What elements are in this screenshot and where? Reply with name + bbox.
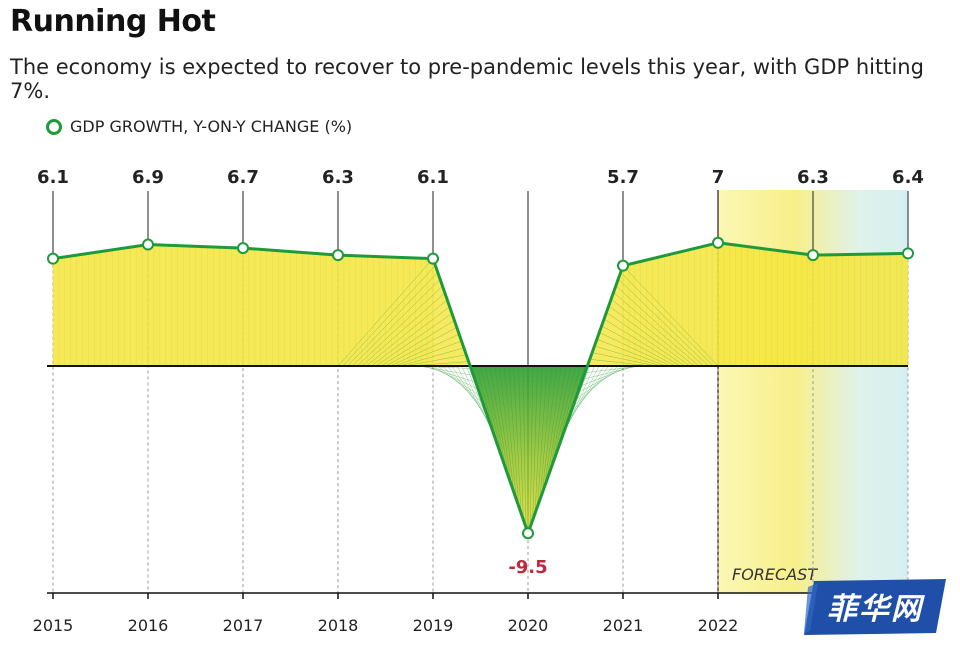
hatch-line (601, 325, 676, 367)
data-label: 6.3 (797, 167, 829, 188)
hatch-line (546, 365, 567, 480)
hatch-line (380, 320, 455, 367)
hatch-line (356, 285, 443, 367)
hatch-line (530, 365, 533, 527)
legend-label: GDP GROWTH, Y-ON-Y CHANGE (%) (70, 117, 353, 136)
hatch-line (582, 365, 638, 380)
data-label: 6.4 (892, 167, 924, 188)
hatch-line (537, 365, 548, 507)
x-tick-label: 2018 (318, 616, 359, 635)
data-point (47, 252, 59, 265)
hatch-line (615, 285, 704, 367)
hatch-line (375, 313, 453, 367)
data-point (522, 527, 534, 540)
forecast-label: FORECAST (732, 565, 818, 584)
hatch-line (518, 365, 524, 520)
x-tick-label: 2017 (223, 616, 264, 635)
data-label: 6.7 (227, 167, 259, 188)
x-tick-label: 2020 (508, 616, 549, 635)
hatch-line (589, 359, 652, 367)
hatch-line (423, 365, 476, 383)
hatch-line (544, 365, 562, 487)
data-point (902, 247, 914, 260)
hatch-line (485, 365, 507, 472)
x-tick-label: 2022 (698, 616, 739, 635)
data-label: 5.7 (607, 167, 639, 188)
data-point (617, 259, 629, 272)
hatch-line (596, 339, 666, 367)
data-point (332, 249, 344, 262)
hatch-line (534, 365, 543, 514)
hatch-line (613, 292, 700, 367)
data-label: 6.1 (417, 167, 449, 188)
hatch-line (565, 365, 605, 427)
hatch-line (394, 340, 462, 367)
hatch-line (489, 365, 510, 479)
data-point (712, 236, 724, 249)
data-label: 7 (712, 167, 725, 188)
hatch-line (584, 365, 643, 373)
hatch-line (504, 365, 517, 499)
data-label: 6.9 (132, 167, 164, 188)
hatch-line (347, 272, 438, 367)
hatch-line (542, 365, 557, 494)
data-point (237, 242, 249, 255)
data-point (142, 238, 154, 251)
hatch-line (523, 365, 526, 527)
data-label: -9.5 (508, 557, 547, 578)
hatch-line (494, 365, 512, 486)
hatch-line (608, 305, 690, 367)
data-label: 6.3 (322, 167, 354, 188)
hatch-line (366, 299, 448, 367)
series-line (52, 241, 909, 535)
chart-subtitle: The economy is expected to recover to pr… (10, 55, 924, 103)
hatch-line (499, 365, 514, 493)
hatch-line (371, 306, 450, 367)
hatch-line (428, 365, 479, 390)
legend-swatch-icon (46, 118, 62, 135)
hatch-line (399, 347, 464, 367)
hatch-line (442, 365, 486, 410)
x-tick-label: 2015 (33, 616, 74, 635)
hatch-line (342, 265, 436, 367)
watermark-logo: 菲华网 (800, 575, 950, 637)
hatch-line (618, 278, 709, 367)
hatch-line (404, 354, 467, 367)
x-tick-label: 2021 (603, 616, 644, 635)
dip-area-fill (470, 366, 588, 534)
hatch-line (447, 365, 488, 417)
hatch-line (594, 345, 662, 367)
hatch-line (592, 352, 657, 367)
hatch-line (606, 312, 685, 367)
hatch-line (480, 365, 505, 465)
hatch-line (603, 318, 681, 367)
hatch-line (508, 365, 519, 506)
hatch-line (532, 365, 538, 520)
hatch-line (390, 333, 460, 367)
data-point (427, 252, 439, 265)
hatch-line (432, 365, 481, 397)
hatch-line (551, 365, 576, 467)
hatch-line (352, 279, 441, 367)
hatch-line (620, 272, 714, 367)
data-label: 6.1 (37, 167, 69, 188)
hatch-line (539, 365, 552, 500)
chart-title: Running Hot (10, 4, 216, 39)
hatch-line (568, 365, 609, 420)
data-point (807, 249, 819, 262)
hatch-line (549, 365, 571, 474)
hatch-line (513, 365, 522, 513)
hatch-line (563, 365, 600, 433)
watermark-text: 菲华网 (827, 592, 923, 627)
x-tick-label: 2019 (413, 616, 454, 635)
watermark-shape-icon (804, 579, 946, 635)
x-tick-label: 2016 (128, 616, 169, 635)
legend: GDP GROWTH, Y-ON-Y CHANGE (%) (46, 117, 352, 136)
